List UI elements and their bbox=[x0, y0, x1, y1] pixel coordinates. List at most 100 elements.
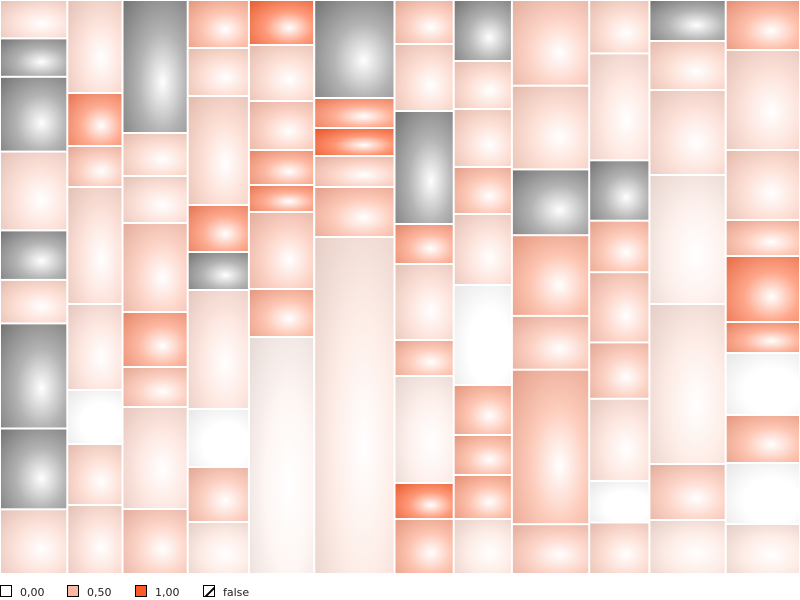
treemap-cell-3-2 bbox=[188, 97, 248, 204]
treemap-cell-4-0 bbox=[249, 1, 314, 44]
treemap-cell-5-0 bbox=[315, 1, 394, 97]
treemap-cell-4-6 bbox=[249, 290, 314, 336]
legend-swatch bbox=[0, 585, 12, 597]
legend-label: false bbox=[223, 586, 250, 599]
treemap-cells bbox=[1, 1, 799, 573]
treemap-cell-10-1 bbox=[650, 42, 725, 89]
treemap-cell-0-0 bbox=[1, 1, 67, 38]
treemap-cell-7-6 bbox=[454, 386, 511, 434]
color-legend: 0,00 0,50 1,00 false bbox=[0, 583, 800, 600]
treemap-cell-0-8 bbox=[1, 510, 67, 573]
treemap-cell-11-5 bbox=[726, 323, 799, 352]
treemap-cell-8-2 bbox=[512, 170, 589, 235]
treemap-cell-11-8 bbox=[726, 464, 799, 523]
treemap-cell-0-7 bbox=[1, 429, 67, 509]
treemap-cell-6-8 bbox=[395, 520, 453, 573]
treemap-cell-4-4 bbox=[249, 186, 314, 211]
treemap-cell-11-2 bbox=[726, 151, 799, 219]
treemap-cell-10-0 bbox=[650, 1, 725, 40]
treemap-cell-7-8 bbox=[454, 476, 511, 518]
treemap-cell-5-4 bbox=[315, 188, 394, 236]
treemap-cell-6-6 bbox=[395, 377, 453, 482]
treemap-cell-9-5 bbox=[590, 343, 649, 398]
treemap-cell-0-1 bbox=[1, 39, 67, 76]
treemap-cell-8-1 bbox=[512, 86, 589, 169]
treemap-cell-11-7 bbox=[726, 416, 799, 462]
treemap-cell-1-4 bbox=[68, 305, 122, 389]
treemap-cell-6-0 bbox=[395, 1, 453, 43]
treemap-cell-3-8 bbox=[188, 523, 248, 573]
legend-label: 0,00 bbox=[20, 586, 45, 599]
treemap-cell-5-3 bbox=[315, 157, 394, 186]
treemap-cell-11-1 bbox=[726, 51, 799, 149]
treemap-cell-3-5 bbox=[188, 291, 248, 408]
treemap-cell-9-3 bbox=[590, 221, 649, 272]
treemap-cell-0-4 bbox=[1, 231, 67, 279]
treemap-cell-6-1 bbox=[395, 45, 453, 110]
treemap-cell-1-5 bbox=[68, 391, 122, 443]
treemap-cell-2-2 bbox=[123, 177, 187, 222]
treemap-cell-1-6 bbox=[68, 445, 122, 504]
legend-swatch bbox=[67, 585, 79, 597]
legend-label: 0,50 bbox=[87, 586, 112, 599]
treemap-cell-9-7 bbox=[590, 482, 649, 522]
treemap-cell-0-6 bbox=[1, 324, 67, 428]
treemap-cell-8-0 bbox=[512, 1, 589, 85]
treemap-cell-1-3 bbox=[68, 188, 122, 303]
treemap-chart bbox=[1, 1, 799, 573]
treemap-cell-1-7 bbox=[68, 506, 122, 573]
treemap-cell-5-2 bbox=[315, 129, 394, 155]
treemap-cell-2-1 bbox=[123, 134, 187, 175]
treemap-cell-1-2 bbox=[68, 147, 122, 186]
treemap-cell-8-3 bbox=[512, 236, 589, 315]
treemap-cell-0-5 bbox=[1, 280, 67, 323]
treemap-cell-3-3 bbox=[188, 206, 248, 251]
treemap-cell-5-1 bbox=[315, 99, 394, 127]
treemap-cell-7-7 bbox=[454, 436, 511, 474]
treemap-cell-7-3 bbox=[454, 168, 511, 213]
treemap-cell-11-3 bbox=[726, 221, 799, 255]
treemap-cell-2-6 bbox=[123, 408, 187, 508]
treemap-cell-10-2 bbox=[650, 91, 725, 174]
legend-label: 1,00 bbox=[155, 586, 180, 599]
treemap-cell-4-1 bbox=[249, 46, 314, 100]
treemap-cell-6-3 bbox=[395, 225, 453, 263]
treemap-cell-6-2 bbox=[395, 112, 453, 223]
treemap-cell-9-2 bbox=[590, 161, 649, 220]
treemap-cell-11-9 bbox=[726, 525, 799, 573]
treemap-cell-8-4 bbox=[512, 316, 589, 369]
treemap-cell-4-3 bbox=[249, 151, 314, 184]
treemap-cell-6-4 bbox=[395, 265, 453, 339]
treemap-cell-3-1 bbox=[188, 49, 248, 95]
treemap-cell-4-5 bbox=[249, 213, 314, 288]
treemap-cell-1-1 bbox=[68, 94, 122, 145]
treemap-cell-8-6 bbox=[512, 525, 589, 573]
treemap-cell-10-3 bbox=[650, 176, 725, 303]
treemap-cell-10-6 bbox=[650, 521, 725, 573]
treemap-cell-4-7 bbox=[249, 338, 314, 573]
treemap-cell-0-3 bbox=[1, 152, 67, 230]
treemap-cell-7-4 bbox=[454, 215, 511, 284]
treemap-cell-6-5 bbox=[395, 341, 453, 375]
treemap-cell-9-8 bbox=[590, 523, 649, 573]
treemap-cell-7-5 bbox=[454, 286, 511, 384]
treemap-cell-2-5 bbox=[123, 368, 187, 406]
legend-swatch bbox=[135, 585, 147, 597]
treemap-cell-2-7 bbox=[123, 510, 187, 573]
treemap-cell-3-6 bbox=[188, 410, 248, 466]
treemap-cell-9-1 bbox=[590, 54, 649, 160]
treemap-cell-4-2 bbox=[249, 102, 314, 149]
treemap-cell-11-0 bbox=[726, 1, 799, 49]
treemap-cell-9-6 bbox=[590, 399, 649, 480]
treemap-cell-2-4 bbox=[123, 313, 187, 366]
treemap-cell-7-1 bbox=[454, 62, 511, 108]
treemap-cell-3-4 bbox=[188, 253, 248, 289]
treemap-cell-6-7 bbox=[395, 484, 453, 518]
treemap-cell-9-0 bbox=[590, 1, 649, 53]
treemap-cell-2-0 bbox=[123, 1, 187, 132]
treemap-cell-7-2 bbox=[454, 110, 511, 166]
treemap-cell-10-4 bbox=[650, 305, 725, 463]
treemap-cell-1-0 bbox=[68, 1, 122, 92]
treemap-cell-3-7 bbox=[188, 468, 248, 521]
treemap-cell-8-5 bbox=[512, 370, 589, 524]
